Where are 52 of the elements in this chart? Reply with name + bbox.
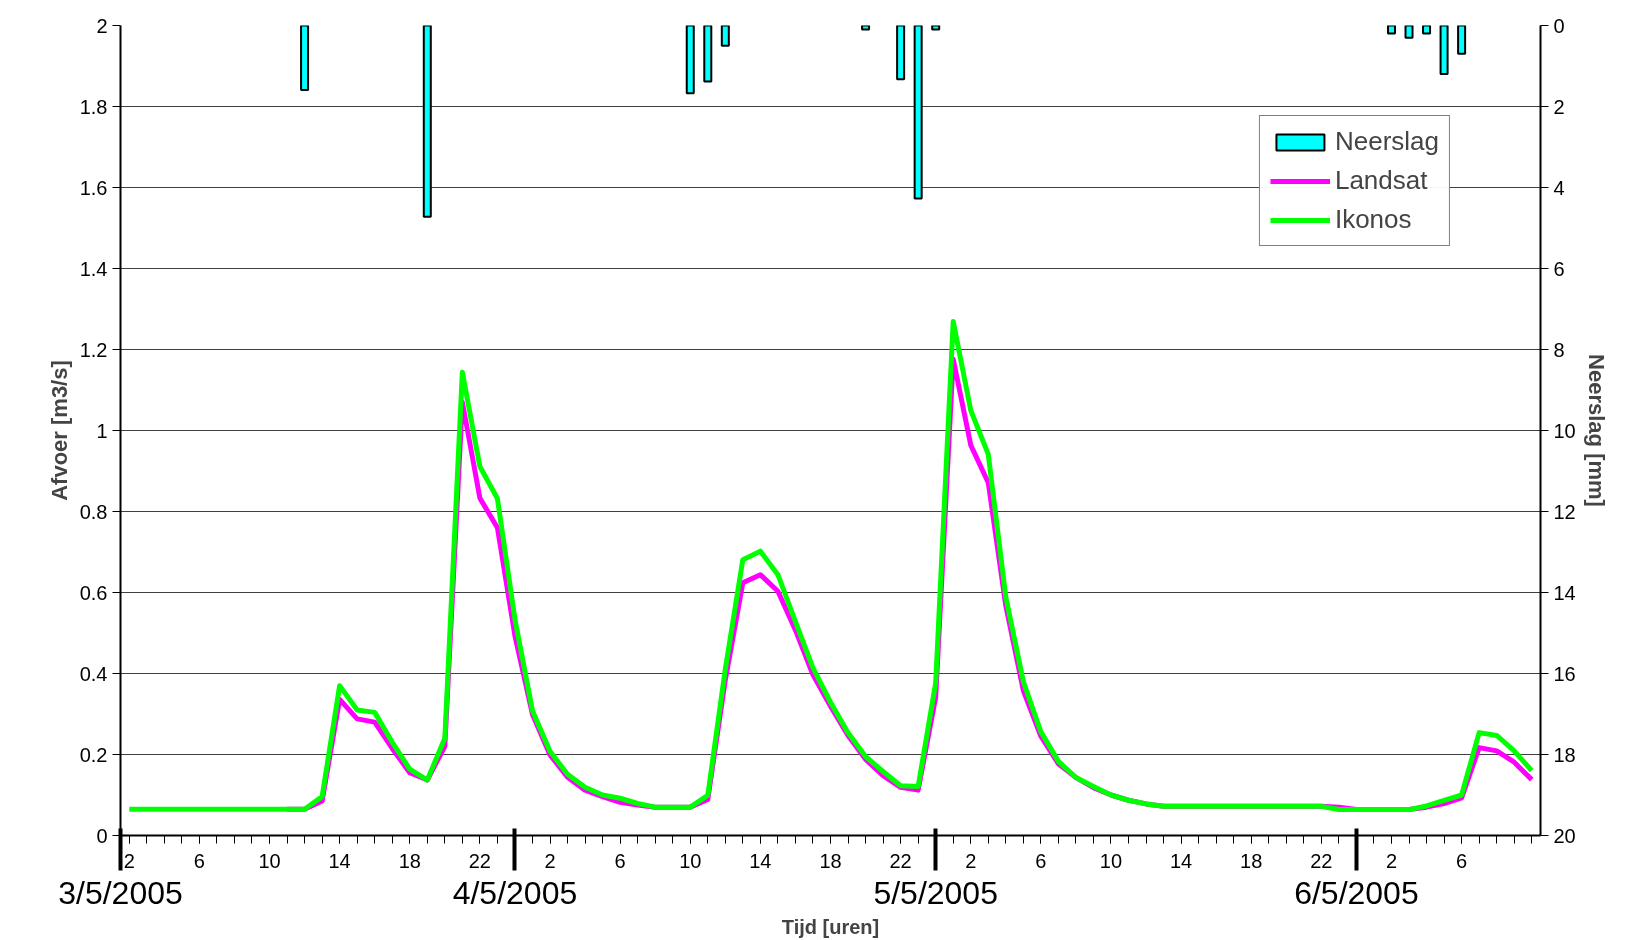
- y-tick-label: 1.6: [79, 176, 108, 199]
- text: 4/5/2005: [452, 874, 578, 911]
- x-tick-label: 2: [544, 849, 556, 872]
- x-tick-label: 18: [1240, 849, 1263, 872]
- text: 6/5/2005: [1294, 874, 1419, 911]
- x-tick-label: 6: [1456, 849, 1468, 872]
- text: 5/5/2005: [873, 874, 998, 911]
- y-tick-label: 0: [96, 824, 108, 847]
- y2-tick-label: 4: [1553, 176, 1565, 199]
- y-tick-label: 0.8: [79, 500, 108, 523]
- x-tick-label: 10: [679, 849, 702, 872]
- y2-tick-label: 12: [1553, 500, 1576, 523]
- legend-label: Neerslag: [1334, 126, 1439, 157]
- y2-tick-label: 16: [1553, 662, 1576, 685]
- x-tick-label: 22: [1310, 849, 1333, 872]
- y2-tick-label: 20: [1553, 824, 1576, 847]
- x-tick-label: 14: [328, 849, 351, 872]
- x-tick-label: 14: [749, 849, 772, 872]
- y2-axis-title: Neerslag [mm]: [1583, 354, 1609, 507]
- x-tick-label: 6: [614, 849, 626, 872]
- x-tick-label: 22: [889, 849, 912, 872]
- text: 3/5/2005: [58, 874, 183, 911]
- legend-label: Ikonos: [1334, 204, 1412, 235]
- x-tick-label: 2: [965, 849, 977, 872]
- x-axis-title: Tijd [uren]: [781, 915, 880, 938]
- y-axis-title: Afvoer [m3/s]: [46, 360, 72, 501]
- x-tick-label: 2: [123, 849, 135, 872]
- x-tick-label: 14: [1169, 849, 1193, 872]
- x-tick-label: 2: [1385, 849, 1398, 872]
- y-tick-label: 1.4: [79, 257, 108, 280]
- x-tick-label: 10: [1099, 849, 1123, 872]
- y2-tick-label: 0: [1553, 14, 1565, 37]
- x-tick-label: 6: [193, 849, 205, 872]
- y-tick-label: 1.8: [79, 95, 108, 118]
- legend-label: Landsat: [1334, 165, 1428, 196]
- x-tick-label: 18: [819, 849, 842, 872]
- y-tick-label: 0.4: [79, 662, 108, 685]
- y-tick-label: 2: [96, 14, 108, 37]
- y-tick-label: 1.2: [79, 338, 108, 361]
- x-tick-label: 6: [1035, 849, 1047, 872]
- y2-tick-label: 18: [1553, 743, 1576, 766]
- y2-tick-label: 8: [1553, 338, 1565, 361]
- x-tick-label: 22: [468, 849, 492, 872]
- y-tick-label: 1: [96, 419, 108, 442]
- y-tick-label: 0.2: [79, 743, 108, 766]
- x-tick-label: 10: [258, 849, 281, 872]
- y2-tick-label: 2: [1553, 95, 1565, 118]
- y2-tick-label: 10: [1553, 419, 1576, 442]
- y2-tick-label: 14: [1553, 581, 1576, 604]
- y-tick-label: 0.6: [79, 581, 108, 604]
- y2-tick-label: 6: [1553, 257, 1565, 280]
- x-tick-label: 18: [398, 849, 421, 872]
